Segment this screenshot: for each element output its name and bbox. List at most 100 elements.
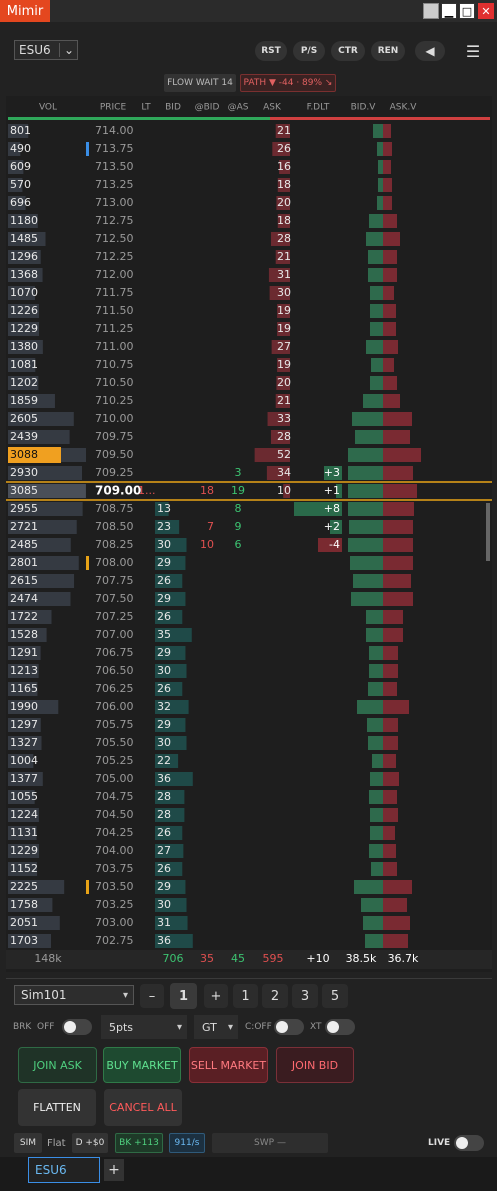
vol-text: 1327 bbox=[10, 736, 38, 749]
delta-text: +1 bbox=[324, 484, 340, 497]
ask-volume-bar bbox=[383, 142, 392, 156]
price-text: 707.00 bbox=[95, 628, 134, 641]
vol-bar bbox=[8, 754, 34, 768]
total-text: 38.5k bbox=[346, 952, 377, 965]
at-bid-text: 10 bbox=[200, 538, 214, 551]
bid-text: 23 bbox=[157, 520, 171, 533]
xt-toggle[interactable] bbox=[325, 1019, 355, 1035]
mode-chip: SIM bbox=[14, 1133, 42, 1153]
toolbar-button[interactable]: REN bbox=[371, 41, 405, 61]
vol-text: 1180 bbox=[10, 214, 38, 227]
bid-bar bbox=[155, 934, 193, 948]
delta-bar bbox=[324, 466, 342, 480]
ask-volume-bar bbox=[383, 286, 394, 300]
column-header: PRICE bbox=[100, 103, 127, 113]
bid-text: 36 bbox=[157, 772, 171, 785]
bid-volume-bar bbox=[370, 376, 383, 390]
vol-bar bbox=[8, 538, 71, 552]
collapse-button[interactable]: ◀ bbox=[415, 41, 445, 61]
column-header: @AS bbox=[228, 103, 249, 113]
flatten-button[interactable]: FLATTEN bbox=[18, 1089, 96, 1126]
brk-toggle[interactable] bbox=[62, 1019, 92, 1035]
vol-bar bbox=[8, 790, 35, 804]
vol-bar bbox=[8, 592, 71, 606]
price-text: 705.75 bbox=[95, 718, 134, 731]
price-text: 706.25 bbox=[95, 682, 134, 695]
ask-bar bbox=[277, 322, 290, 336]
price-text: 710.25 bbox=[95, 394, 134, 407]
ask-volume-bar bbox=[383, 376, 397, 390]
qty-plus[interactable]: + bbox=[204, 984, 228, 1008]
vol-bar bbox=[8, 232, 46, 246]
ask-bar bbox=[275, 250, 290, 264]
price-text: 711.75 bbox=[95, 286, 134, 299]
price-text: 713.25 bbox=[95, 178, 134, 191]
divider bbox=[6, 978, 492, 979]
ask-text: 28 bbox=[277, 430, 291, 443]
live-toggle[interactable] bbox=[454, 1135, 484, 1151]
close-button[interactable]: ✕ bbox=[478, 3, 494, 19]
account: Sim101 bbox=[21, 988, 67, 1002]
vol-bar bbox=[8, 682, 38, 696]
qty-preset[interactable]: 2 bbox=[262, 984, 288, 1008]
ask-volume-bar bbox=[383, 304, 396, 318]
vol-text: 2474 bbox=[10, 592, 38, 605]
add-tab-button[interactable]: + bbox=[104, 1159, 124, 1181]
vol-text: 2051 bbox=[10, 916, 38, 929]
qty-minus[interactable]: – bbox=[140, 984, 164, 1008]
bid-volume-bar bbox=[353, 574, 383, 588]
bid-volume-bar bbox=[369, 664, 383, 678]
vol-bar bbox=[8, 412, 74, 426]
ask-volume-bar bbox=[383, 430, 410, 444]
bid-text: 26 bbox=[157, 610, 171, 623]
price-text: 705.50 bbox=[95, 736, 134, 749]
price-text: 713.75 bbox=[95, 142, 134, 155]
vol-text: 1380 bbox=[10, 340, 38, 353]
buy-market-button[interactable]: BUY MARKET bbox=[103, 1047, 181, 1083]
ask-volume-bar bbox=[383, 160, 391, 174]
bid-bar bbox=[155, 772, 193, 786]
vol-bar bbox=[8, 178, 23, 192]
minimize-button[interactable]: ▁ bbox=[441, 3, 457, 19]
qty-preset[interactable]: 3 bbox=[292, 984, 318, 1008]
toolbar-button[interactable]: P/S bbox=[293, 41, 325, 61]
toolbar-button[interactable]: RST bbox=[255, 41, 287, 61]
ask-volume-bar bbox=[383, 592, 413, 606]
column-header: @BID bbox=[195, 103, 220, 113]
scrollbar-thumb[interactable] bbox=[486, 503, 490, 561]
c-off-toggle[interactable] bbox=[274, 1019, 304, 1035]
ask-volume-bar bbox=[383, 628, 403, 642]
toolbar-button[interactable]: CTR bbox=[331, 41, 365, 61]
offset-select[interactable]: 5pts bbox=[101, 1015, 187, 1039]
cancel-all-button[interactable]: CANCEL ALL bbox=[104, 1089, 182, 1126]
ask-text: 52 bbox=[277, 448, 291, 461]
vol-text: 1291 bbox=[10, 646, 38, 659]
join-ask-button[interactable]: JOIN ASK bbox=[18, 1047, 97, 1083]
vol-text: 1377 bbox=[10, 772, 38, 785]
bid-volume-bar bbox=[369, 646, 383, 660]
bid-volume-bar bbox=[348, 538, 383, 552]
sell-market-button[interactable]: SELL MARKET bbox=[189, 1047, 268, 1083]
tif-select[interactable]: GT bbox=[194, 1015, 238, 1039]
ask-text: 33 bbox=[277, 412, 291, 425]
maximize-button[interactable]: □ bbox=[459, 3, 475, 19]
account-select[interactable]: Sim101 bbox=[14, 985, 134, 1005]
bid-bar bbox=[155, 502, 169, 516]
menu-button[interactable]: ☰ bbox=[465, 41, 481, 61]
at-ask-text: 3 bbox=[235, 466, 242, 479]
price-text: 707.25 bbox=[95, 610, 134, 623]
vol-text: 1990 bbox=[10, 700, 38, 713]
join-bid-button[interactable]: JOIN BID bbox=[276, 1047, 354, 1083]
qty-preset[interactable]: 1 bbox=[233, 984, 258, 1008]
at-ask-text: 19 bbox=[231, 484, 245, 497]
symbol-select[interactable]: ESU6 ⌄ bbox=[14, 40, 78, 60]
vol-text: 1081 bbox=[10, 358, 38, 371]
bid-bar bbox=[155, 592, 186, 606]
qty-value[interactable]: 1 bbox=[170, 983, 197, 1009]
ask-volume-bar bbox=[383, 682, 397, 696]
ask-bar bbox=[275, 124, 290, 138]
qty-preset[interactable]: 5 bbox=[322, 984, 348, 1008]
symbol-tab[interactable]: ESU6 bbox=[28, 1157, 100, 1183]
bid-volume-bar bbox=[370, 772, 383, 786]
window-button[interactable] bbox=[423, 3, 439, 19]
